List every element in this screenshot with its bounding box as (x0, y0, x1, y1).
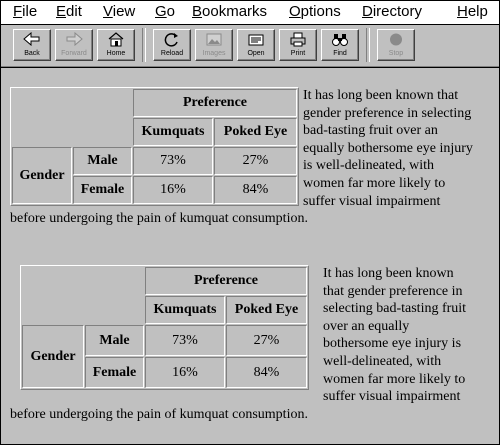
printer-icon (290, 32, 306, 47)
menu-directory[interactable]: Directory (362, 3, 423, 20)
menu-view[interactable]: View (103, 3, 136, 20)
stop-button[interactable]: Stop (377, 29, 415, 61)
preference-header: Preference (133, 89, 297, 117)
find-binoculars-icon (332, 34, 348, 46)
home-button[interactable]: Home (97, 29, 135, 61)
menu-bar: File Edit View Go Bookmarks Options Dire… (1, 1, 499, 25)
find-button[interactable]: Find (321, 29, 359, 61)
preference-table: Preference Kumquats Poked Eye Gender Mal… (10, 87, 299, 206)
open-icon (248, 34, 264, 46)
male-poked-eye-value: 27% (214, 147, 297, 175)
poked-eye-header: Poked Eye (226, 296, 307, 324)
menu-bookmarks[interactable]: Bookmarks (192, 3, 268, 20)
female-poked-eye-value: 84% (214, 176, 297, 204)
body-paragraph: It has long been known that gender prefe… (10, 88, 473, 227)
female-kumquats-value: 16% (133, 176, 213, 204)
kumquats-header: Kumquats (133, 118, 213, 146)
male-kumquats-value: 73% (133, 147, 213, 175)
forward-button[interactable]: Forward (55, 29, 93, 61)
menu-options[interactable]: Options (289, 3, 341, 20)
kumquats-header: Kumquats (145, 296, 225, 324)
table-text-block-1: Preference Kumquats Poked Eye Gender Mal… (10, 87, 476, 228)
table-text-block-2: Preference Kumquats Poked Eye Gender Mal… (10, 265, 470, 423)
open-button[interactable]: Open (237, 29, 275, 61)
toolbar-separator (142, 28, 146, 62)
gender-header: Gender (22, 325, 84, 388)
menu-help[interactable]: Help (457, 3, 488, 20)
forward-arrow-icon (66, 32, 83, 46)
female-label: Female (73, 176, 132, 204)
male-kumquats-value: 73% (145, 325, 225, 356)
print-button[interactable]: Print (279, 29, 317, 61)
reload-icon (164, 33, 178, 47)
toolbar: Back Forward Home Reload (1, 25, 499, 67)
images-icon (206, 33, 222, 46)
menu-edit[interactable]: Edit (56, 3, 82, 20)
toolbar-separator (366, 28, 370, 62)
female-label: Female (85, 357, 144, 388)
back-arrow-icon (23, 32, 40, 46)
images-button[interactable]: Images (195, 29, 233, 61)
menu-file[interactable]: File (13, 3, 38, 20)
reload-button[interactable]: Reload (153, 29, 191, 61)
back-button[interactable]: Back (13, 29, 51, 61)
page-content: Preference Kumquats Poked Eye Gender Mal… (1, 67, 499, 444)
female-poked-eye-value: 84% (226, 357, 307, 388)
body-paragraph: It has long been known that gender prefe… (10, 266, 467, 422)
male-label: Male (73, 147, 132, 175)
preference-header: Preference (145, 267, 307, 295)
menu-go[interactable]: Go (155, 3, 176, 20)
gender-header: Gender (12, 147, 72, 204)
poked-eye-header: Poked Eye (214, 118, 297, 146)
male-poked-eye-value: 27% (226, 325, 307, 356)
female-kumquats-value: 16% (145, 357, 225, 388)
home-icon (108, 32, 124, 47)
preference-table: Preference Kumquats Poked Eye Gender Mal… (20, 265, 309, 390)
stop-icon (390, 33, 402, 46)
male-label: Male (85, 325, 144, 356)
